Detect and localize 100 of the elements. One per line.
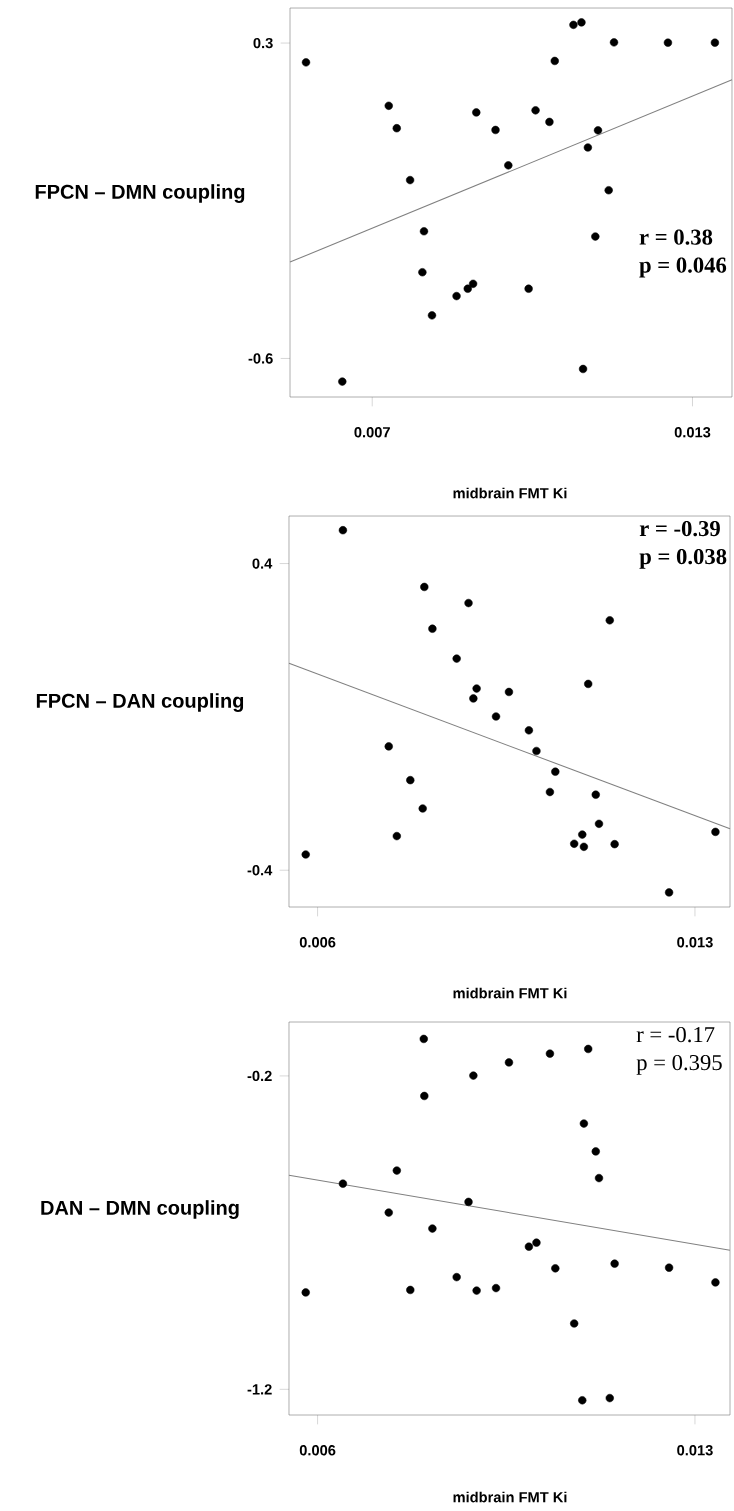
annotation: p = 0.395 [636, 1054, 722, 1075]
point [591, 790, 600, 799]
point [711, 827, 720, 837]
y-axis-title: FPCN – DAN coupling [36, 693, 244, 712]
point [504, 1058, 514, 1067]
x-tick-label: 0.007 [354, 427, 390, 438]
point [452, 654, 461, 663]
y-tick-label: -0.6 [248, 353, 273, 364]
point [524, 1242, 534, 1251]
point [491, 1283, 501, 1293]
point [418, 804, 427, 813]
annotation: r = -0.17 [636, 1026, 715, 1043]
point [392, 831, 401, 841]
x-axis-title: midbrain FMT Ki [453, 487, 567, 499]
point [405, 175, 415, 185]
point [710, 38, 720, 47]
point [464, 1197, 473, 1207]
point [392, 124, 401, 133]
point [419, 227, 429, 236]
point [610, 840, 619, 849]
y-tick-label: -1.2 [247, 1384, 272, 1395]
point [428, 624, 437, 633]
point [301, 1288, 310, 1297]
point [609, 38, 619, 47]
point [504, 161, 513, 170]
x-axis-title: midbrain FMT Ki [453, 1491, 567, 1503]
point [583, 143, 592, 152]
point [301, 850, 310, 859]
point [384, 1208, 393, 1217]
x-tick-label: 0.006 [299, 1445, 336, 1456]
point [551, 767, 560, 776]
point [420, 582, 429, 592]
point [468, 279, 478, 288]
point [664, 1263, 674, 1272]
y-axis-title: FPCN – DMN coupling [35, 184, 245, 203]
point [610, 1259, 619, 1268]
y-tick-label: 0.3 [253, 37, 273, 49]
annotation: p = 0.038 [639, 548, 727, 569]
point [550, 56, 559, 66]
point [464, 598, 473, 608]
point [594, 1173, 604, 1183]
point [338, 1179, 348, 1188]
point [593, 126, 603, 135]
point [570, 1319, 579, 1328]
point [384, 101, 393, 110]
point [491, 125, 500, 135]
point [605, 1393, 614, 1403]
y-tick-label: -0.4 [247, 865, 273, 876]
point [301, 58, 311, 67]
point [384, 742, 393, 751]
point [419, 1034, 428, 1044]
point [663, 38, 673, 47]
point [594, 819, 604, 828]
point [591, 1147, 600, 1156]
point [569, 20, 578, 29]
point [420, 1091, 429, 1101]
point [579, 1119, 589, 1128]
x-tick-label: 0.006 [299, 937, 336, 948]
point [532, 746, 541, 756]
point [545, 1049, 555, 1058]
point [472, 684, 481, 693]
point [524, 726, 534, 735]
point [545, 787, 555, 797]
point [591, 232, 600, 241]
point [579, 842, 589, 851]
point [504, 687, 514, 697]
point [551, 1264, 560, 1273]
x-tick-label: 0.013 [674, 427, 711, 438]
point [584, 679, 593, 689]
y-tick-label: 0.4 [252, 558, 273, 569]
y-tick-label: -0.2 [247, 1070, 272, 1082]
point [604, 186, 613, 195]
point [578, 1396, 587, 1405]
point [452, 1272, 461, 1282]
point [392, 1166, 401, 1175]
point [452, 291, 461, 301]
point [406, 1285, 415, 1295]
annotation: p = 0.046 [639, 257, 727, 278]
point [418, 268, 427, 277]
point [338, 377, 347, 386]
point [578, 830, 587, 839]
point [427, 311, 437, 320]
point [664, 888, 674, 897]
point [577, 18, 586, 27]
point [578, 364, 588, 374]
point [531, 106, 540, 115]
x-tick-label: 0.013 [677, 937, 713, 948]
point [406, 776, 415, 785]
point [338, 526, 348, 535]
point [545, 117, 554, 127]
x-tick-label: 0.013 [677, 1445, 713, 1456]
point [711, 1278, 720, 1287]
point [472, 1286, 481, 1295]
point [472, 108, 481, 117]
annotation: r = -0.39 [639, 520, 720, 537]
point [491, 712, 501, 721]
point [570, 839, 579, 848]
point [532, 1238, 541, 1247]
point [428, 1224, 437, 1233]
point [463, 284, 472, 293]
